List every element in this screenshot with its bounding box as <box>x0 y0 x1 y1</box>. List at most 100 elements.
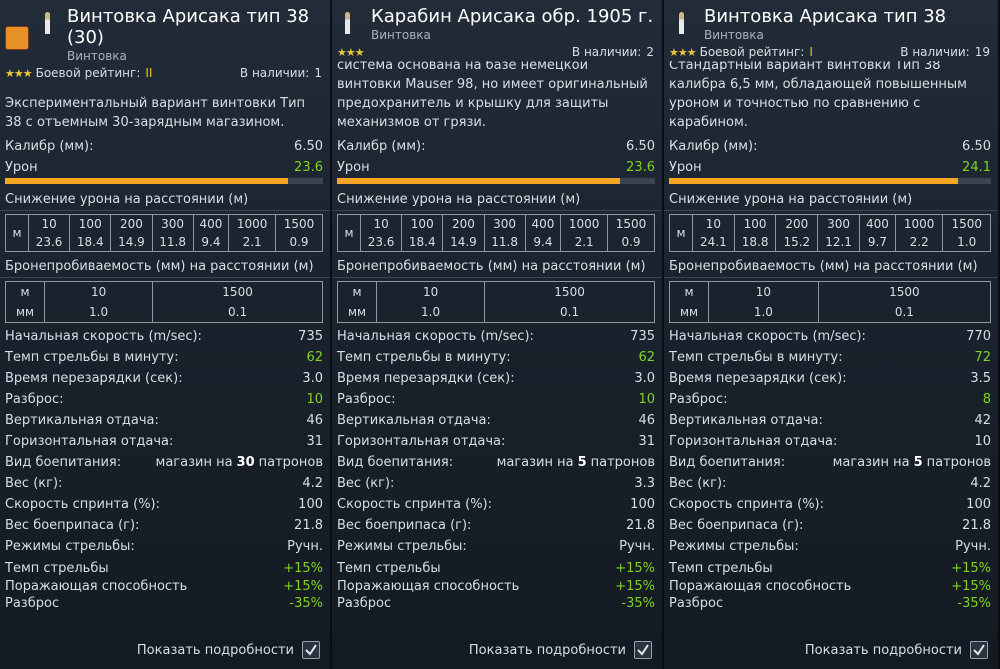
damage-cell: 0.9 <box>275 233 323 252</box>
stat-row: Вес (кг): 3.3 <box>332 473 662 494</box>
stat-value: -35% <box>957 596 991 612</box>
distance-cell: 100 <box>401 214 444 233</box>
distance-cell: 1500 <box>152 281 323 302</box>
stat-row: Начальная скорость (m/sec): 770 <box>664 326 998 347</box>
damage-cell: 0.9 <box>607 233 655 252</box>
table-row: м 10 1500 <box>669 281 992 302</box>
distance-cell: 1500 <box>607 214 655 233</box>
stat-row: Время перезарядки (сек): 3.0 <box>0 368 330 389</box>
description-text: система основана на базе немецкой винтов… <box>337 61 648 130</box>
feed-count: 5 <box>577 455 587 470</box>
stat-value: 46 <box>638 413 655 428</box>
distance-cell: 1500 <box>817 281 992 302</box>
stat-label: Вес (кг): <box>5 476 63 491</box>
stat-row: Урон 24.1 <box>664 157 998 178</box>
feed-value: магазин на 5 патронов <box>833 455 991 470</box>
stat-value: 31 <box>306 434 323 449</box>
bullet-icon <box>679 12 684 34</box>
details-checkbox[interactable] <box>970 641 988 659</box>
stat-label: Поражающая способность <box>5 578 188 594</box>
stat-label: Режимы стрельбы: <box>669 539 799 554</box>
stat-label: Режимы стрельбы: <box>337 539 467 554</box>
penetration-cell: 1.0 <box>375 302 486 323</box>
stat-list: Начальная скорость (m/sec): 770 Темп стрел… <box>664 326 998 557</box>
distance-cell: 10 <box>692 214 735 233</box>
distance-cell: 1500 <box>484 281 655 302</box>
stat-row: Темп стрельбы в минуту: 72 <box>664 347 998 368</box>
distance-cell: 1000 <box>228 214 277 233</box>
table-row: 23.6 18.4 14.9 11.8 9.4 2.1 0.9 <box>6 233 323 252</box>
distance-cell: 10 <box>27 214 71 233</box>
stock: В наличии: 1 <box>240 66 322 80</box>
distance-cell: 10 <box>375 281 486 302</box>
rating: ★★★ Боевой рейтинг: I <box>669 45 813 59</box>
stat-label: Разброс: <box>669 392 728 407</box>
table-row: мм 1.0 0.1 <box>669 302 992 323</box>
damage-bar <box>669 178 959 184</box>
damage-cell: 11.8 <box>151 233 194 252</box>
distance-cell: 10 <box>43 281 154 302</box>
stat-value: 100 <box>630 497 655 512</box>
stat-value: +15% <box>951 578 991 594</box>
penetration-table: м 10 1500 мм 1.0 0.1 <box>5 281 323 323</box>
description-text: Экспериментальный вариант винтовки Тип 3… <box>5 96 306 130</box>
details-toggle[interactable]: Показать подробности <box>469 641 652 659</box>
details-toggle[interactable]: Показать подробности <box>805 641 988 659</box>
stat-row: Калибр (мм): 6.50 <box>0 136 330 157</box>
damage-cell: 9.7 <box>858 233 896 252</box>
stat-row: Темп стрельбы в минуту: 62 <box>332 347 662 368</box>
rating-label: Боевой рейтинг: <box>35 66 141 80</box>
table-row: м 10 100 200 300 400 1000 1500 <box>337 214 655 252</box>
distance-cell: 400 <box>858 214 896 233</box>
distance-cell: 1500 <box>275 214 323 233</box>
damage-cell: 15.2 <box>775 233 819 252</box>
stat-value: 10 <box>638 392 655 407</box>
stat-label: Горизонтальная отдача: <box>669 434 838 449</box>
stat-value: +15% <box>615 578 655 594</box>
stat-row: Темп стрельбы +15% <box>332 560 662 578</box>
title-block: Винтовка Арисака тип 38 Винтовка <box>664 0 998 43</box>
table-row: м 10 1500 <box>337 281 655 302</box>
feed-prefix: магазин на <box>832 455 910 470</box>
rating-stars: ★★★ <box>5 66 33 80</box>
stat-value: 3.5 <box>970 371 991 386</box>
distance-cell: 10 <box>359 214 403 233</box>
section-title: Снижение урона на расстоянии (м) <box>332 190 662 211</box>
rating-value: II <box>145 66 153 80</box>
stat-value: -35% <box>621 596 655 612</box>
rating-value: I <box>809 45 813 59</box>
stat-label: Разброс <box>337 596 392 612</box>
table-row: 24.1 18.8 15.2 12.1 9.7 2.2 1.0 <box>670 233 991 252</box>
distance-cell: 1500 <box>942 214 991 233</box>
stat-value: 23.6 <box>626 160 655 175</box>
unit-cell: мм <box>669 302 709 323</box>
stat-row: Вес боеприпаса (г): 21.8 <box>0 515 330 536</box>
stat-row: Вес (кг): 4.2 <box>0 473 330 494</box>
stock: В наличии: 19 <box>900 45 990 59</box>
damage-cell: 1.0 <box>942 233 991 252</box>
table-row: м 10 100 200 300 400 1000 1500 <box>669 214 991 252</box>
rating-label: Боевой рейтинг: <box>699 45 805 59</box>
stock: В наличии: 2 <box>572 45 654 59</box>
stat-value: +15% <box>283 561 323 577</box>
stat-label: Вид боепитания: <box>669 455 786 470</box>
section-title: Бронепробиваемость (мм) на расстоянии (м… <box>0 257 330 278</box>
stat-value: +15% <box>951 561 991 577</box>
stat-value: 3.0 <box>634 371 655 386</box>
table-row: мм 1.0 0.1 <box>5 302 323 323</box>
modifier-list: Темп стрельбы +15% Поражающая способность +… <box>664 560 998 613</box>
stat-row: Разброс: 10 <box>332 389 662 410</box>
stat-label: Время перезарядки (сек): <box>337 371 515 386</box>
rating-stars: ★★★ <box>669 45 697 59</box>
details-checkbox[interactable] <box>634 641 652 659</box>
details-checkbox[interactable] <box>302 641 320 659</box>
stat-label: Темп стрельбы в минуту: <box>5 350 179 365</box>
details-toggle[interactable]: Показать подробности <box>137 641 320 659</box>
damage-cell: 11.8 <box>483 233 526 252</box>
stat-row: Начальная скорость (m/sec): 735 <box>332 326 662 347</box>
stat-label: Разброс: <box>337 392 396 407</box>
stat-label: Вес (кг): <box>669 476 727 491</box>
distance-cell: 200 <box>110 214 153 233</box>
stat-value: Ручн. <box>955 539 991 554</box>
damage-table: м 10 100 200 300 400 1000 1500 23.6 18.4 14.9 11.8 9… <box>5 214 323 252</box>
